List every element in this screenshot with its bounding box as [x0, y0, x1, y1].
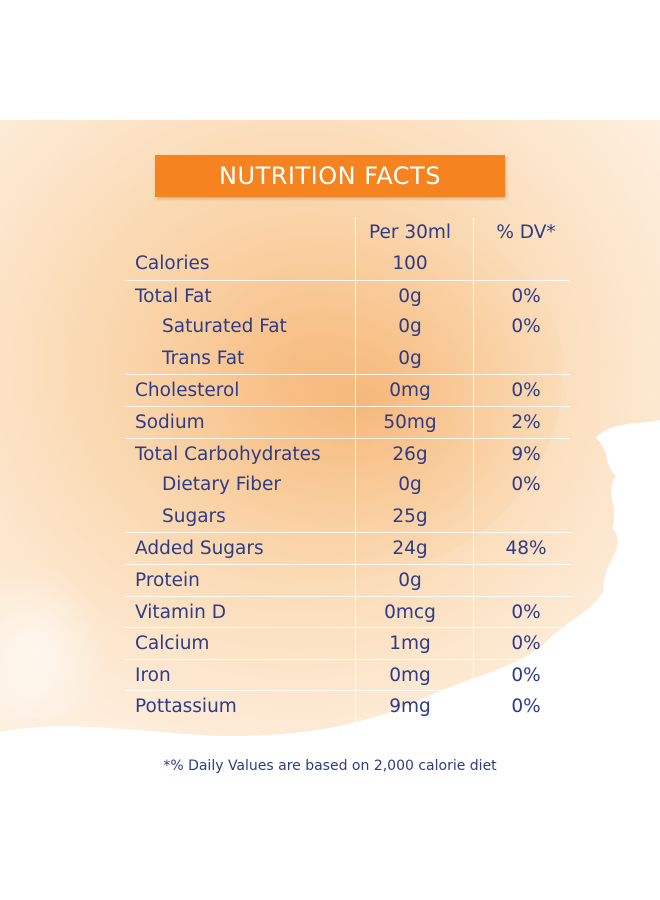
nutrient-label: Sugars [162, 505, 226, 527]
column-header-amount: Per 30ml [368, 222, 452, 243]
nutrient-label: Pottassium [135, 696, 237, 718]
nutrient-daily-value: 0% [511, 285, 541, 307]
nutrient-label: Calcium [135, 633, 210, 655]
table-row: Cholesterol 0mg 0% [125, 374, 570, 406]
nutrient-label: Total Carbohydrates [135, 443, 321, 465]
table-row: Added Sugars 24g 48% [125, 532, 570, 564]
nutrient-amount: 100 [392, 253, 428, 274]
table-row: Vitamin D 0mcg 0% [125, 595, 570, 628]
nutrient-amount: 1mg [389, 633, 431, 655]
nutrient-amount: 0g [398, 347, 422, 369]
nutrient-amount: 0g [398, 316, 422, 338]
table-row: Trans Fat 0g [125, 343, 570, 374]
nutrient-amount: 24g [392, 538, 428, 560]
table-row: Iron 0mg 0% [125, 658, 570, 691]
table-row: Protein 0g [125, 564, 570, 596]
nutrient-daily-value [473, 565, 579, 596]
nutrient-amount: 0g [398, 474, 422, 496]
column-divider-dv [473, 217, 474, 727]
nutrient-daily-value: 0% [511, 601, 541, 623]
nutrient-daily-value: 0% [511, 633, 541, 655]
nutrient-daily-value: 0% [511, 664, 541, 686]
table-row: Pottassium 9mg 0% [125, 690, 570, 722]
nutrient-label: Protein [135, 570, 200, 591]
nutrient-amount: 50mg [383, 412, 437, 433]
nutrient-label: Sodium [135, 412, 205, 433]
nutrient-daily-value [473, 343, 579, 374]
nutrient-daily-value: 9% [511, 443, 541, 465]
table-row: Sodium 50mg 2% [125, 406, 570, 438]
nutrient-daily-value: 48% [505, 538, 547, 560]
nutrient-label: Calories [135, 253, 210, 274]
table-row: Saturated Fat 0g 0% [125, 311, 570, 342]
nutrient-daily-value [473, 501, 579, 532]
nutrient-amount: 0g [398, 570, 422, 591]
daily-value-footnote: *% Daily Values are based on 2,000 calor… [163, 758, 497, 774]
nutrient-daily-value: 0% [511, 474, 541, 496]
nutrient-amount: 0mg [389, 380, 431, 402]
nutrient-daily-value: 0% [511, 696, 541, 718]
nutrient-daily-value: 2% [511, 412, 541, 433]
nutrient-daily-value [473, 248, 579, 279]
nutrient-label: Trans Fat [162, 347, 245, 369]
table-row: Total Fat 0g 0% [125, 279, 570, 312]
table-row: Sugars 25g [125, 501, 570, 532]
nutrient-label: Added Sugars [135, 538, 264, 560]
table-row: Total Carbohydrates 26g 9% [125, 437, 570, 470]
table-row: Dietary Fiber 0g 0% [125, 469, 570, 500]
nutrient-daily-value: 0% [511, 380, 541, 402]
nutrient-amount: 9mg [389, 696, 431, 718]
nutrition-facts-title: NUTRITION FACTS [155, 155, 505, 197]
nutrient-amount: 25g [392, 505, 428, 527]
nutrient-label: Vitamin D [135, 601, 226, 623]
nutrient-label: Cholesterol [135, 380, 240, 402]
column-header-dv: % DV* [496, 222, 556, 243]
nutrient-daily-value: 0% [511, 316, 541, 338]
nutrient-amount: 0g [398, 285, 422, 307]
nutrient-label: Iron [135, 664, 171, 686]
column-divider-amount [355, 217, 356, 727]
table-row: Calcium 1mg 0% [125, 627, 570, 659]
nutrient-label: Total Fat [135, 285, 212, 307]
table-row: Calories 100 [125, 248, 570, 279]
nutrient-label: Saturated Fat [162, 316, 287, 338]
nutrient-amount: 0mcg [384, 601, 436, 623]
nutrient-label: Dietary Fiber [162, 474, 281, 496]
nutrient-amount: 26g [392, 443, 428, 465]
nutrient-amount: 0mg [389, 664, 431, 686]
